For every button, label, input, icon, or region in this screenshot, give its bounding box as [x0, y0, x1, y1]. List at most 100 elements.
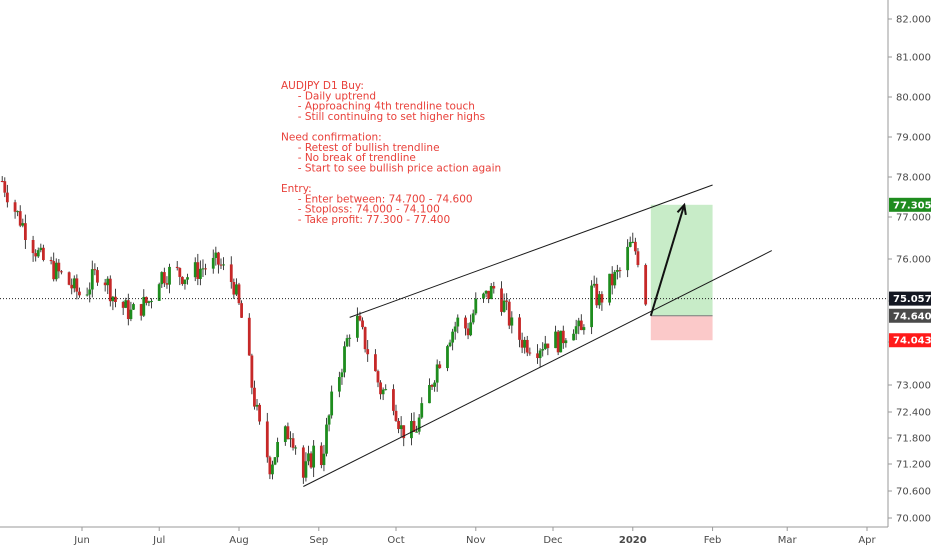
candle-170 [613, 269, 617, 289]
candle-79 [286, 422, 290, 440]
candle-30 [108, 275, 112, 307]
candle-83 [301, 445, 305, 484]
candle-12 [41, 244, 45, 262]
candle-9 [34, 249, 38, 262]
candle-42 [150, 298, 153, 309]
candle-113 [410, 412, 413, 446]
annotation-line: - Take profit: 77.300 - 77.400 [281, 214, 450, 226]
candle-139 [502, 293, 506, 313]
candle-15 [54, 258, 58, 282]
candle-92 [330, 385, 334, 419]
candle-133 [482, 292, 485, 303]
candle-60 [217, 251, 220, 274]
candle-64 [232, 278, 236, 299]
candle-124 [448, 339, 452, 348]
candle-22 [78, 287, 81, 298]
drawing-layer[interactable] [0, 184, 888, 487]
candle-163 [590, 280, 594, 335]
stop-zone[interactable] [650, 315, 713, 341]
candle-31 [111, 295, 115, 311]
time-axis[interactable]: Jun Jul Aug Sep Oct Nov Dec 2020 Feb Mar Apr [0, 526, 888, 546]
candle-96 [345, 334, 349, 348]
candle-29 [106, 276, 110, 295]
candle-154 [556, 329, 560, 356]
candle-65 [235, 278, 238, 296]
candle-142 [510, 311, 514, 334]
candle-39 [142, 289, 146, 318]
candle-89 [322, 444, 326, 472]
candle-59 [214, 246, 218, 266]
candle-105 [379, 380, 382, 400]
candle-130 [469, 314, 473, 337]
trendline-upper[interactable] [349, 184, 713, 318]
candle-156 [561, 325, 565, 349]
candle-53 [193, 257, 197, 282]
time-tick-label: Sep [309, 535, 328, 546]
candle-165 [595, 277, 599, 308]
candle-67 [240, 300, 243, 318]
time-tick-label: Aug [229, 535, 249, 546]
candle-147 [528, 347, 532, 356]
candle-6 [21, 218, 25, 228]
candle-132 [474, 292, 478, 316]
candle-125 [451, 328, 455, 351]
candle-117 [420, 397, 424, 419]
price-axis[interactable]: 82.000 81.000 80.000 79.000 78.000 77.000 76.0… [887, 0, 931, 527]
candle-66 [237, 282, 241, 305]
candle-95 [343, 341, 346, 378]
candle-73 [265, 412, 269, 463]
candle-141 [507, 299, 511, 330]
annotation-line: - Start to see bullish price action agai… [281, 162, 501, 174]
candle-161 [579, 314, 583, 331]
candle-134 [484, 290, 488, 298]
candle-14 [52, 252, 56, 282]
candle-2 [5, 184, 9, 208]
price-tag: 74.640 [889, 308, 932, 323]
candle-91 [327, 414, 331, 432]
candle-54 [196, 253, 200, 286]
target-arrow[interactable] [649, 202, 687, 317]
price-tick-label: 72.400 [896, 408, 931, 419]
time-tick-label: Dec [543, 535, 562, 546]
candle-98 [355, 307, 359, 342]
time-tick-label: Apr [858, 535, 876, 546]
candle-0 [0, 176, 4, 183]
price-tick-label: 81.000 [896, 53, 931, 64]
candle-44 [160, 271, 164, 288]
candle-157 [564, 338, 568, 348]
time-tick-label: Mar [778, 535, 798, 546]
candle-13 [49, 256, 53, 265]
candle-69 [250, 353, 254, 395]
candle-137 [492, 281, 496, 294]
trade-note-annotation[interactable]: AUDJPY D1 Buy: - Daily uptrend - Approac… [281, 80, 501, 226]
candle-166 [597, 290, 601, 309]
annotation-line: - Enter between: 74.700 - 74.600 [281, 193, 473, 205]
time-tick-label: Feb [704, 535, 722, 546]
profit-zone[interactable] [650, 204, 713, 316]
candle-159 [574, 319, 578, 341]
candle-107 [384, 384, 388, 391]
candle-4 [16, 210, 20, 217]
candle-93 [337, 371, 341, 398]
candle-149 [538, 348, 542, 368]
svg-text:75.057: 75.057 [893, 294, 932, 305]
candle-104 [376, 369, 380, 388]
time-tick-label: Nov [466, 535, 486, 546]
candle-78 [283, 425, 287, 446]
candle-3 [13, 199, 17, 219]
candle-123 [446, 344, 449, 372]
position-tool[interactable] [650, 204, 713, 341]
candle-103 [374, 349, 377, 372]
candle-24 [88, 282, 92, 303]
candle-118 [428, 378, 431, 404]
candle-160 [577, 317, 581, 335]
candle-35 [126, 293, 130, 326]
candle-47 [168, 263, 171, 294]
candle-75 [271, 460, 274, 480]
time-tick-label: Jul [152, 535, 165, 546]
candle-10 [36, 247, 40, 258]
candle-20 [72, 275, 76, 293]
trendline-lower[interactable] [303, 250, 772, 487]
candle-37 [132, 302, 135, 311]
